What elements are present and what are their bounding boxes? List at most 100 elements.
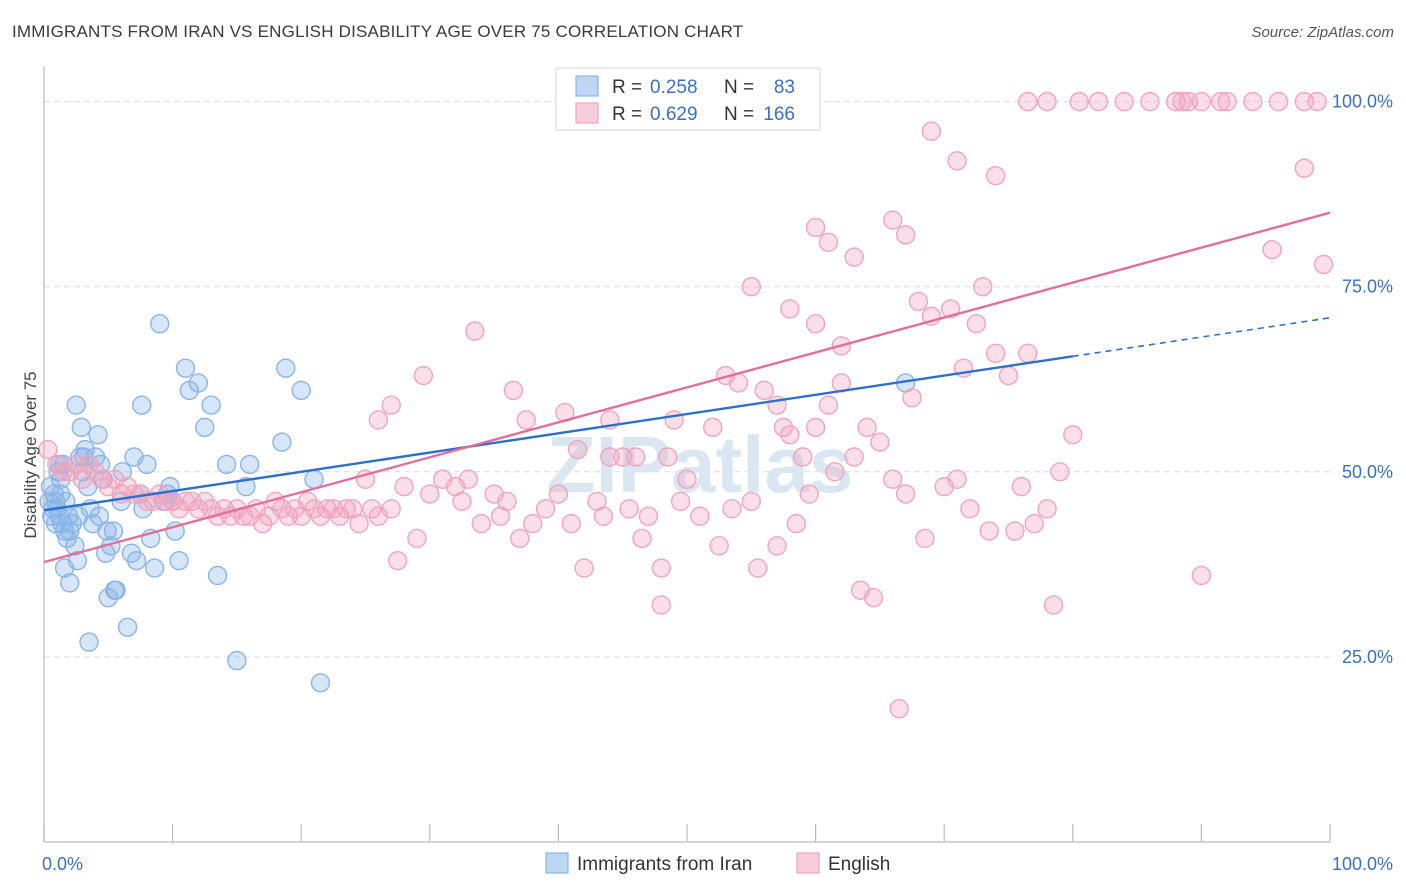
- english-point: [368, 410, 389, 430]
- x-tick-label: 0.0%: [42, 854, 83, 874]
- legend-swatch: [575, 75, 599, 97]
- english-point: [793, 447, 813, 467]
- english-point: [857, 417, 877, 438]
- iran-trend-extension: [1072, 317, 1331, 358]
- english-point: [252, 513, 273, 534]
- y-tick-label: 50.0%: [1342, 462, 1393, 482]
- english-point: [1069, 91, 1089, 112]
- english-point: [844, 247, 864, 267]
- english-point: [805, 417, 826, 438]
- chart-title: IMMIGRANTS FROM IRAN VS ENGLISH DISABILI…: [12, 22, 744, 41]
- english-point: [452, 491, 472, 512]
- english-point: [670, 491, 691, 512]
- english-point: [818, 395, 839, 415]
- english-point: [915, 528, 935, 549]
- english-point: [947, 469, 967, 489]
- english-point: [567, 439, 588, 460]
- iran-point: [291, 380, 311, 401]
- english-point: [908, 291, 929, 312]
- english-point: [1313, 254, 1334, 275]
- iran-point: [126, 550, 147, 571]
- iran-point: [103, 521, 124, 541]
- english-point: [349, 513, 369, 534]
- legend-r-value: 0.258: [650, 77, 698, 98]
- iran-point: [71, 417, 91, 438]
- iran-point: [69, 506, 89, 526]
- english-point: [741, 277, 761, 297]
- english-point: [677, 469, 697, 489]
- english-point: [1172, 91, 1192, 112]
- iran-point: [272, 432, 292, 452]
- english-point: [799, 484, 819, 504]
- english-point: [973, 277, 993, 297]
- english-point: [381, 395, 401, 415]
- english-point: [985, 343, 1006, 364]
- english-point: [902, 388, 922, 408]
- english-trend-line: [43, 211, 1331, 564]
- english-point: [748, 558, 768, 578]
- iran-point: [276, 358, 296, 378]
- english-point: [773, 417, 794, 438]
- iran-point: [62, 513, 82, 534]
- english-point: [960, 499, 980, 519]
- iran-point: [66, 395, 86, 415]
- english-point: [471, 513, 491, 534]
- english-point: [780, 299, 800, 319]
- axes: [43, 66, 1331, 843]
- english-point: [863, 587, 884, 608]
- english-point: [522, 513, 543, 534]
- english-point: [490, 506, 511, 526]
- iran-point: [117, 617, 138, 637]
- iran-point: [60, 573, 80, 593]
- english-point: [535, 499, 556, 519]
- english-point: [1050, 462, 1070, 482]
- english-point: [1294, 158, 1314, 178]
- english-point: [297, 491, 318, 512]
- data-points: [38, 91, 1334, 719]
- iran-point: [57, 528, 77, 549]
- english-point: [632, 528, 652, 549]
- english-point: [420, 484, 440, 504]
- english-point: [394, 476, 414, 497]
- y-tick-label: 25.0%: [1342, 647, 1393, 667]
- iran-point: [195, 417, 215, 438]
- english-point: [825, 462, 845, 482]
- iran-point: [310, 673, 331, 693]
- iran-point: [75, 439, 95, 460]
- english-point: [1063, 425, 1083, 445]
- english-point: [1268, 91, 1289, 112]
- english-point: [387, 550, 408, 571]
- iran-point: [169, 550, 189, 571]
- english-point: [1210, 91, 1231, 112]
- english-point: [651, 595, 671, 615]
- y-tick-label: 100.0%: [1332, 92, 1393, 112]
- iran-point: [132, 395, 152, 415]
- iran-point: [112, 462, 133, 482]
- english-point: [805, 314, 826, 334]
- x-tick-label: 100.0%: [1332, 854, 1393, 874]
- english-point: [728, 373, 749, 393]
- english-point: [664, 410, 684, 430]
- iran-point: [188, 373, 209, 393]
- legend: R = 0.258 N = 83 R = 0.629 N = 166: [555, 67, 821, 131]
- english-point: [638, 506, 659, 526]
- english-point: [985, 165, 1006, 186]
- iran-point: [88, 425, 108, 445]
- english-point: [1191, 91, 1212, 112]
- english-point: [1140, 91, 1160, 112]
- english-point: [921, 121, 942, 141]
- english-point: [805, 217, 826, 238]
- english-point: [625, 447, 646, 467]
- english-point: [754, 380, 774, 401]
- y-tick-labels: 25.0% 50.0% 75.0% 100.0%: [1332, 92, 1393, 667]
- english-point: [1024, 513, 1044, 534]
- legend-n-value: 166: [763, 104, 795, 125]
- english-point: [966, 314, 987, 334]
- english-point: [458, 469, 479, 489]
- legend-n-value: 83: [774, 77, 795, 98]
- english-point: [381, 499, 401, 519]
- iran-point: [52, 513, 72, 534]
- english-point: [516, 410, 536, 430]
- english-point: [947, 151, 967, 171]
